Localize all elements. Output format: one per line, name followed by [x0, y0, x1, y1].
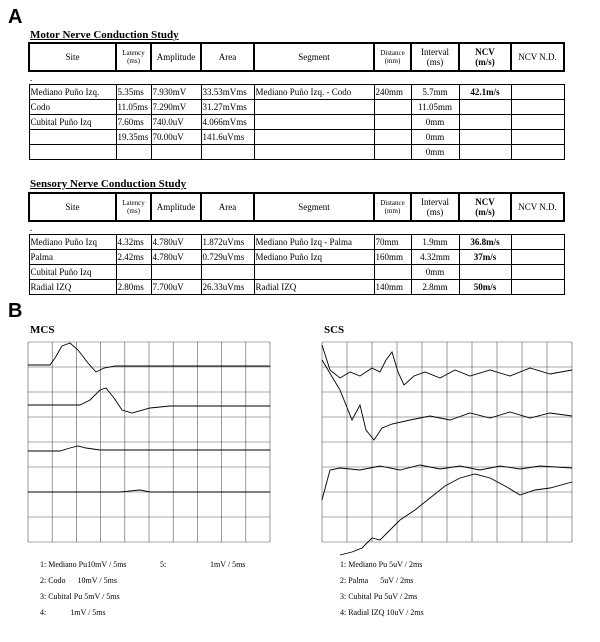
motor-table: Site Latency (ms) Amplitude Area Segment Dist…: [28, 42, 565, 160]
header-cell: NCV (m/s): [458, 192, 512, 222]
legend-entry: 1: Mediano Pu 5uV / 2ms: [340, 560, 423, 569]
header-cell: Interval (ms): [410, 42, 460, 72]
header-cell: Distance (mm): [373, 42, 412, 72]
data-row: Cubital Puño Izq 0mm: [28, 264, 565, 280]
traces: [28, 342, 573, 556]
marker-row: .: [29, 221, 564, 235]
header-row: Site Latency (ms) Amplitude Area Segment Dist…: [28, 42, 565, 72]
legend-entry: 2: Palma 5uV / 2ms: [340, 576, 414, 585]
data-row: Radial IZQ 2.80ms 7.700uV 26.33uVms Radial I…: [28, 279, 565, 295]
header-cell: Latency (ms): [115, 192, 152, 222]
sensory-table: Site Latency (ms) Amplitude Area Segment Dist…: [28, 192, 565, 295]
panel-label: A: [8, 6, 23, 28]
legend-entry: 5:: [160, 560, 167, 569]
cell: Mediano Puño Izq. - Codo: [253, 84, 375, 100]
legend-entry: 2: Codo 10mV / 5ms: [40, 576, 117, 585]
header-cell: NCV (m/s): [458, 42, 512, 72]
header-cell: Site: [28, 192, 117, 222]
cell: Radial IZQ: [28, 279, 117, 295]
plot-title: SCS: [324, 324, 345, 336]
header-cell: Distance (mm): [373, 192, 412, 222]
marker: .: [30, 223, 33, 233]
data-row: Codo 11.05ms 7.290mV 31.27mVms 11.05mm: [28, 99, 565, 115]
header-cell: Site: [28, 42, 117, 72]
trace: [339, 473, 573, 556]
table-title: Sensory Nerve Conduction Study: [30, 178, 187, 190]
header-cell: NCV N.D.: [510, 42, 565, 72]
header-cell: Area: [200, 42, 255, 72]
header-cell: Amplitude: [150, 192, 202, 222]
header-cell: Segment: [253, 42, 375, 72]
trace: [28, 387, 270, 414]
panel-label: B: [8, 300, 23, 322]
cell: [510, 279, 565, 295]
header-row: Site Latency (ms) Amplitude Area Segment Dist…: [28, 192, 565, 222]
legend-entry: 3: Cubital Pu 5uV / 2ms: [340, 592, 418, 601]
legend-entry: 1mV / 5ms: [210, 560, 246, 569]
cell: [510, 144, 565, 160]
header-cell: Area: [200, 192, 255, 222]
trace: [28, 489, 270, 493]
legend-entry: 4: 1mV / 5ms: [40, 608, 106, 617]
header-cell: Interval (ms): [410, 192, 460, 222]
header-cell: Segment: [253, 192, 375, 222]
trace: [321, 344, 573, 386]
header-cell: Latency (ms): [115, 42, 152, 72]
legend-entry: 4: Radial IZQ 10uV / 2ms: [340, 608, 424, 617]
marker: .: [30, 73, 33, 83]
trace: [28, 445, 270, 452]
plot-title: MCS: [30, 324, 55, 336]
trace: [28, 342, 270, 373]
header-cell: Amplitude: [150, 42, 202, 72]
header-cell: NCV N.D.: [510, 192, 565, 222]
marker-row: .: [29, 71, 564, 85]
data-row: Mediano Puño Izq. 5.35ms 7.930mV 33.53mVms M…: [28, 84, 565, 100]
legend-entry: 3: Cubital Pu 5mV / 5ms: [40, 592, 120, 601]
legend-entry: 1: Mediano Pu10mV / 5ms: [40, 560, 127, 569]
grids: [27, 341, 573, 543]
table-title: Motor Nerve Conduction Study: [30, 29, 179, 41]
trace: [321, 359, 573, 441]
cell: 0mm: [410, 144, 460, 160]
data-row: 0mm: [28, 144, 565, 160]
trace: [321, 464, 573, 501]
